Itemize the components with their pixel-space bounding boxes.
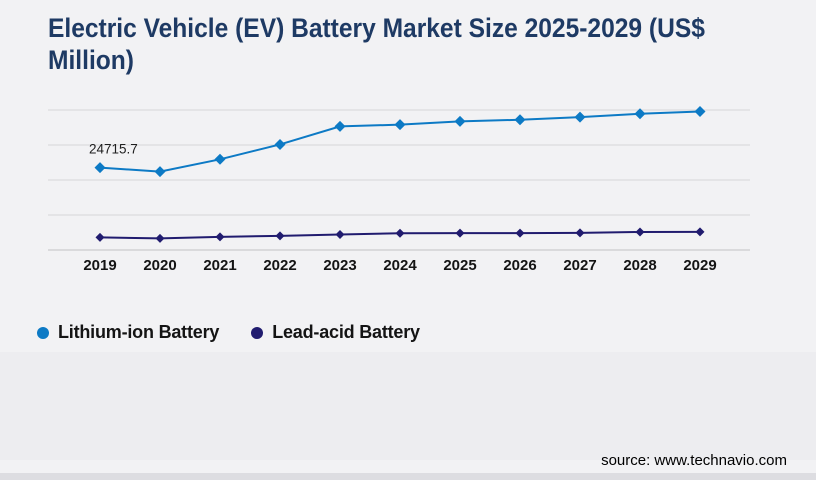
data-point-marker — [274, 138, 286, 150]
x-axis-label: 2026 — [503, 257, 536, 274]
x-axis-label: 2028 — [623, 257, 656, 274]
background-band — [0, 352, 816, 460]
data-point-marker — [154, 166, 166, 178]
data-point-marker — [695, 227, 705, 237]
x-axis-label: 2027 — [563, 257, 596, 274]
data-point-marker — [635, 227, 645, 237]
data-point-marker — [275, 231, 285, 241]
data-point-marker — [395, 228, 405, 238]
legend-swatch-lithium-ion-icon — [37, 326, 49, 339]
x-axis-label: 2022 — [263, 257, 296, 274]
legend: Lithium-ion Battery Lead-acid Battery — [37, 322, 420, 343]
data-point-marker — [455, 228, 465, 238]
legend-label-lead-acid: Lead-acid Battery — [272, 322, 420, 342]
legend-swatch-lead-acid-icon — [251, 326, 264, 339]
x-axis-label: 2019 — [83, 257, 116, 274]
data-point-marker — [94, 162, 106, 174]
data-point-marker — [454, 115, 466, 127]
x-axis-label: 2024 — [383, 257, 417, 274]
data-point-marker — [215, 232, 225, 242]
data-point-marker — [515, 228, 525, 238]
data-point-marker — [694, 106, 706, 118]
data-point-marker — [575, 228, 585, 238]
data-label: 24715.7 — [89, 142, 138, 157]
data-point-marker — [574, 111, 586, 123]
data-point-marker — [95, 232, 105, 242]
data-point-marker — [514, 114, 526, 126]
data-point-marker — [334, 120, 346, 132]
legend-item-lithium-ion: Lithium-ion Battery — [37, 322, 219, 343]
data-point-marker — [634, 108, 646, 120]
source-attribution: source: www.technavio.com — [601, 452, 787, 469]
data-point-marker — [394, 119, 406, 131]
x-axis-label: 2021 — [203, 257, 236, 274]
x-axis-label: 2020 — [143, 257, 176, 274]
footer-strip — [0, 473, 816, 480]
data-point-marker — [214, 153, 226, 165]
x-axis-label: 2023 — [323, 257, 356, 274]
x-axis-label: 2025 — [443, 257, 476, 274]
legend-label-lithium-ion: Lithium-ion Battery — [58, 322, 220, 342]
x-axis-label: 2029 — [683, 257, 716, 274]
data-point-marker — [335, 230, 345, 239]
legend-item-lead-acid: Lead-acid Battery — [251, 322, 420, 343]
chart-title: Electric Vehicle (EV) Battery Market Siz… — [48, 13, 705, 75]
data-point-marker — [155, 233, 165, 243]
